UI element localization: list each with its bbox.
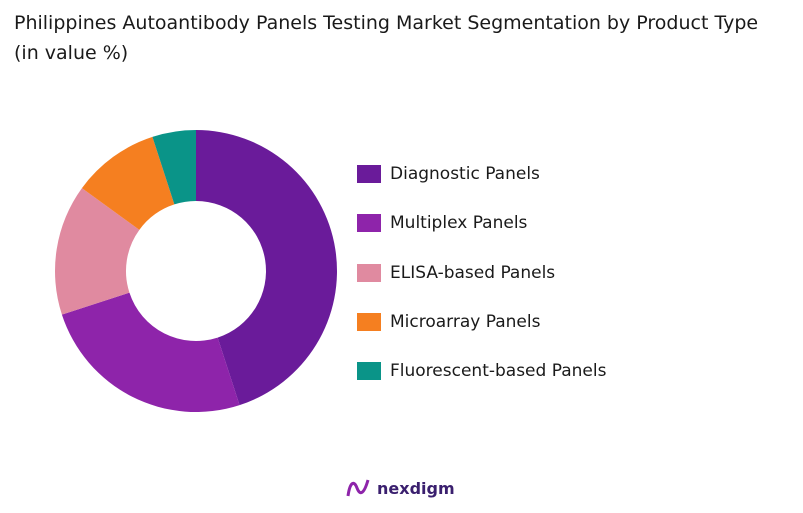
legend-item: Fluorescent-based Panels [357, 357, 606, 406]
nexdigm-logo-icon [346, 479, 370, 497]
legend-swatch [357, 263, 381, 282]
slice-elisa-based-panels [55, 188, 140, 315]
slice-diagnostic-panels [196, 130, 337, 406]
legend-label: Fluorescent-based Panels [390, 361, 607, 382]
legend-item: Microarray Panels [357, 308, 606, 357]
legend-swatch [357, 214, 381, 233]
legend-label: ELISA-based Panels [390, 262, 556, 283]
legend-item: Diagnostic Panels [357, 160, 606, 209]
slice-multiplex-panels [61, 292, 240, 412]
nexdigm-logo: nexdigm [345, 477, 455, 499]
legend-label: Multiplex Panels [390, 213, 528, 234]
legend-item: ELISA-based Panels [357, 259, 606, 308]
legend-swatch [357, 312, 381, 331]
legend-item: Multiplex Panels [357, 209, 606, 258]
slice-microarray-panels [81, 136, 175, 230]
legend: Diagnostic Panels Multiplex Panels ELISA-b… [357, 160, 606, 406]
legend-label: Diagnostic Panels [390, 164, 540, 184]
chart-title: Philippines Autoantibody Panels Testing … [14, 12, 759, 64]
legend-swatch [357, 362, 381, 381]
slice-fluorescent-based-panels [152, 130, 196, 205]
legend-label: Microarray Panels [390, 311, 541, 332]
logo-text: nexdigm [377, 478, 455, 498]
legend-swatch [357, 165, 381, 183]
